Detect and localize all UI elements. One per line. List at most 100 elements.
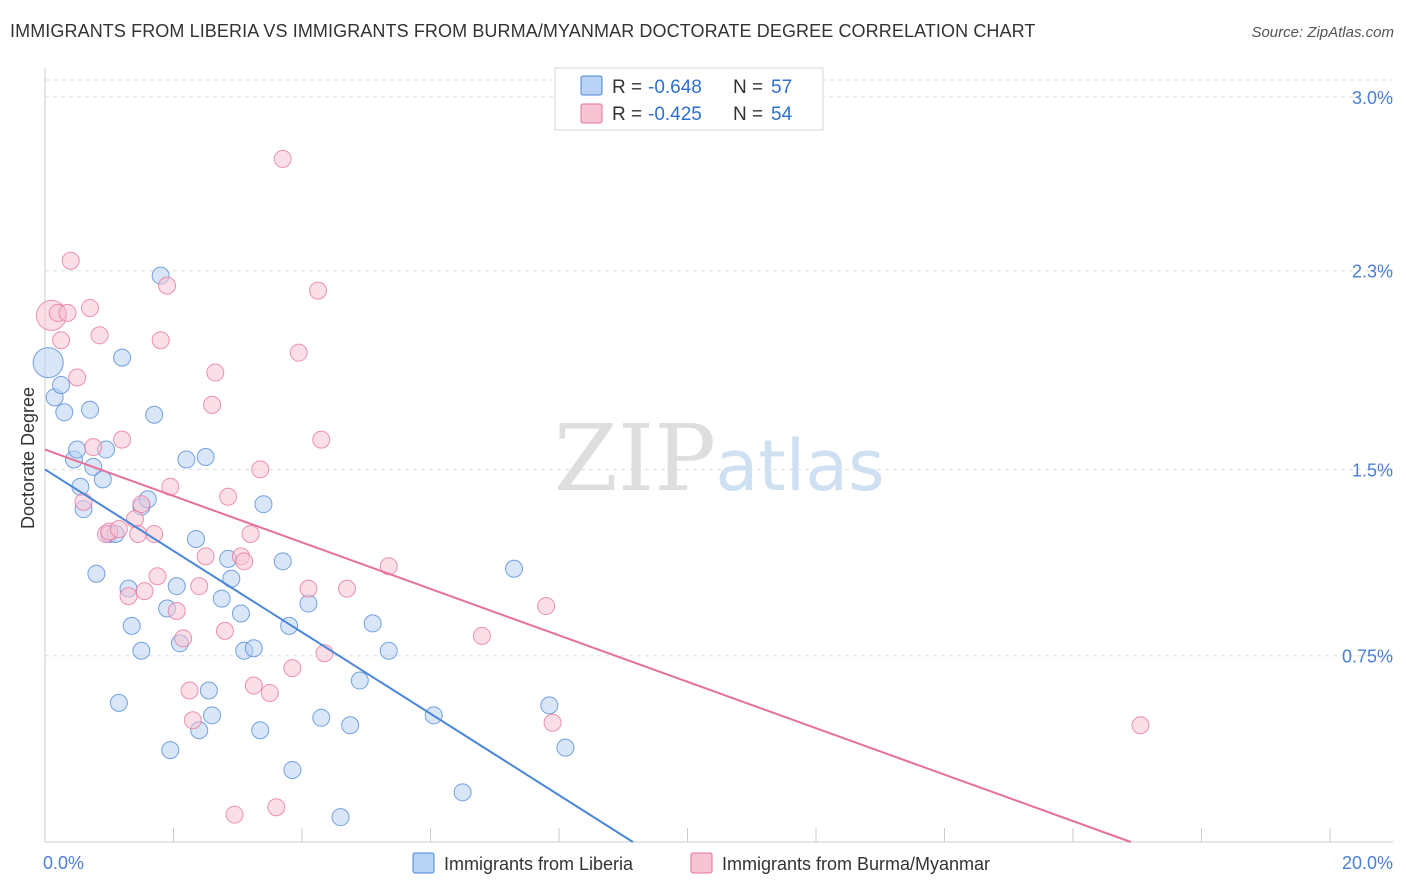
point-burma-2 xyxy=(52,331,71,350)
y-tick-label-0: 0.75% xyxy=(1342,647,1393,667)
point-burma-46 xyxy=(309,281,328,300)
legend-swatch-burma xyxy=(580,103,603,124)
y-axis-title: Doctorate Degree xyxy=(18,387,38,529)
point-burma-27 xyxy=(183,711,202,730)
series-legend-label-liberia: Immigrants from Liberia xyxy=(444,854,634,874)
point-liberia-5 xyxy=(68,440,87,459)
point-liberia-16 xyxy=(113,348,132,367)
point-burma-14 xyxy=(119,587,138,606)
series-legend-swatch-liberia xyxy=(412,852,435,874)
point-burma-18 xyxy=(135,582,154,601)
point-burma-42 xyxy=(273,149,292,168)
point-liberia-39 xyxy=(244,639,263,658)
axes xyxy=(44,68,1393,843)
point-burma-54 xyxy=(1131,716,1150,735)
point-burma-49 xyxy=(337,579,356,598)
point-burma-32 xyxy=(215,621,234,640)
point-liberia-31 xyxy=(196,448,215,466)
point-liberia-46 xyxy=(312,708,331,727)
series-legend-label-burma: Immigrants from Burma/Myanmar xyxy=(722,854,990,874)
point-burma-37 xyxy=(241,525,260,543)
point-burma-22 xyxy=(158,276,177,295)
x-tick-label-1: 20.0% xyxy=(1342,853,1393,873)
watermark-atlas: atlas xyxy=(715,425,884,507)
point-burma-24 xyxy=(167,602,186,620)
point-burma-43 xyxy=(283,659,302,678)
point-burma-12 xyxy=(109,520,128,539)
legend-r-value-1: -0.648 xyxy=(648,77,702,98)
point-liberia-0 xyxy=(32,347,64,379)
y-tick-labels: 0.75% 1.5% 2.3% 3.0% xyxy=(1342,88,1393,667)
point-burma-17 xyxy=(132,495,151,514)
point-liberia-54 xyxy=(505,559,524,578)
point-burma-51 xyxy=(472,626,491,645)
point-liberia-3 xyxy=(55,403,74,422)
y-tick-label-1: 1.5% xyxy=(1352,460,1393,480)
point-liberia-37 xyxy=(231,604,250,623)
point-liberia-29 xyxy=(186,529,205,548)
point-burma-28 xyxy=(190,577,209,596)
point-burma-36 xyxy=(235,552,254,571)
point-liberia-22 xyxy=(145,405,164,424)
point-liberia-50 xyxy=(363,614,382,633)
point-burma-13 xyxy=(113,430,132,449)
watermark-zip: ZIP xyxy=(554,405,716,512)
point-burma-41 xyxy=(267,798,286,817)
trend-line-burma xyxy=(44,448,1132,843)
point-liberia-10 xyxy=(87,564,106,583)
y-tick-label-3: 3.0% xyxy=(1352,88,1393,108)
point-burma-30 xyxy=(203,395,222,414)
point-burma-34 xyxy=(225,805,244,824)
trend-lines xyxy=(44,448,1132,843)
point-liberia-53 xyxy=(453,783,472,802)
point-burma-29 xyxy=(196,547,215,566)
point-liberia-51 xyxy=(379,641,398,660)
point-liberia-44 xyxy=(283,760,302,779)
legend-r-value-2: -0.425 xyxy=(648,104,702,125)
source-label: Source: ZipAtlas.com xyxy=(1251,24,1394,41)
point-burma-40 xyxy=(260,683,279,702)
point-liberia-55 xyxy=(540,696,559,715)
point-liberia-26 xyxy=(167,577,186,596)
chart-title: IMMIGRANTS FROM LIBERIA VS IMMIGRANTS FR… xyxy=(10,21,1036,41)
legend-n-label-1: N = xyxy=(733,77,763,98)
point-liberia-49 xyxy=(350,671,369,690)
point-liberia-15 xyxy=(109,693,128,712)
point-burma-38 xyxy=(244,676,263,695)
point-burma-7 xyxy=(80,298,99,317)
point-burma-45 xyxy=(299,579,318,598)
point-burma-25 xyxy=(174,629,193,648)
point-burma-20 xyxy=(148,567,167,586)
point-liberia-28 xyxy=(177,450,196,469)
point-burma-9 xyxy=(90,326,109,345)
point-burma-44 xyxy=(289,343,308,362)
point-liberia-2 xyxy=(52,375,71,394)
point-burma-6 xyxy=(74,492,93,511)
point-burma-39 xyxy=(251,460,270,479)
point-liberia-41 xyxy=(254,495,273,514)
point-burma-47 xyxy=(312,430,331,449)
correlation-legend: R = -0.648 N = 57 R = -0.425 N = 54 xyxy=(554,67,824,131)
point-liberia-25 xyxy=(161,741,180,760)
point-burma-4 xyxy=(61,251,80,270)
point-liberia-40 xyxy=(251,721,270,740)
legend-r-label-1: R = xyxy=(612,77,642,98)
y-tick-label-2: 2.3% xyxy=(1352,262,1393,282)
point-liberia-8 xyxy=(80,400,99,419)
x-tick-label-0: 0.0% xyxy=(43,853,84,873)
point-liberia-47 xyxy=(331,808,350,827)
legend-swatch-liberia xyxy=(580,75,603,96)
trend-line-liberia xyxy=(44,468,634,843)
point-liberia-18 xyxy=(122,616,141,635)
point-burma-53 xyxy=(543,713,562,732)
point-burma-5 xyxy=(68,368,87,387)
legend-n-value-1: 57 xyxy=(771,77,792,98)
point-liberia-48 xyxy=(341,716,360,735)
point-burma-26 xyxy=(180,681,199,700)
x-tick-labels: 0.0% 20.0% xyxy=(43,853,1393,873)
point-burma-21 xyxy=(151,331,170,350)
point-liberia-33 xyxy=(203,706,222,725)
point-burma-31 xyxy=(206,363,225,382)
point-liberia-34 xyxy=(212,589,231,608)
point-liberia-20 xyxy=(132,641,151,660)
